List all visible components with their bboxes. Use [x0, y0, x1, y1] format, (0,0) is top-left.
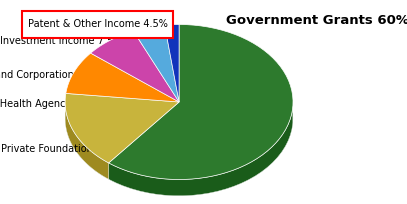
- PathPatch shape: [165, 24, 179, 102]
- Ellipse shape: [65, 41, 293, 196]
- PathPatch shape: [133, 25, 179, 102]
- PathPatch shape: [65, 103, 109, 179]
- PathPatch shape: [109, 24, 293, 180]
- Text: Government Grants 60%: Government Grants 60%: [226, 14, 407, 27]
- PathPatch shape: [109, 107, 293, 196]
- Text: Investment Income 7.5%: Investment Income 7.5%: [0, 36, 122, 46]
- FancyBboxPatch shape: [22, 11, 173, 38]
- Text: Individuals and Corporations 9%: Individuals and Corporations 9%: [0, 70, 98, 81]
- Text: Voluntary Health Agencies 2%: Voluntary Health Agencies 2%: [0, 99, 98, 109]
- PathPatch shape: [91, 31, 179, 102]
- Text: Patent & Other Income 4.5%: Patent & Other Income 4.5%: [28, 19, 168, 30]
- Text: Private Foundations 16%: Private Foundations 16%: [0, 144, 122, 154]
- PathPatch shape: [65, 93, 179, 163]
- PathPatch shape: [66, 53, 179, 102]
